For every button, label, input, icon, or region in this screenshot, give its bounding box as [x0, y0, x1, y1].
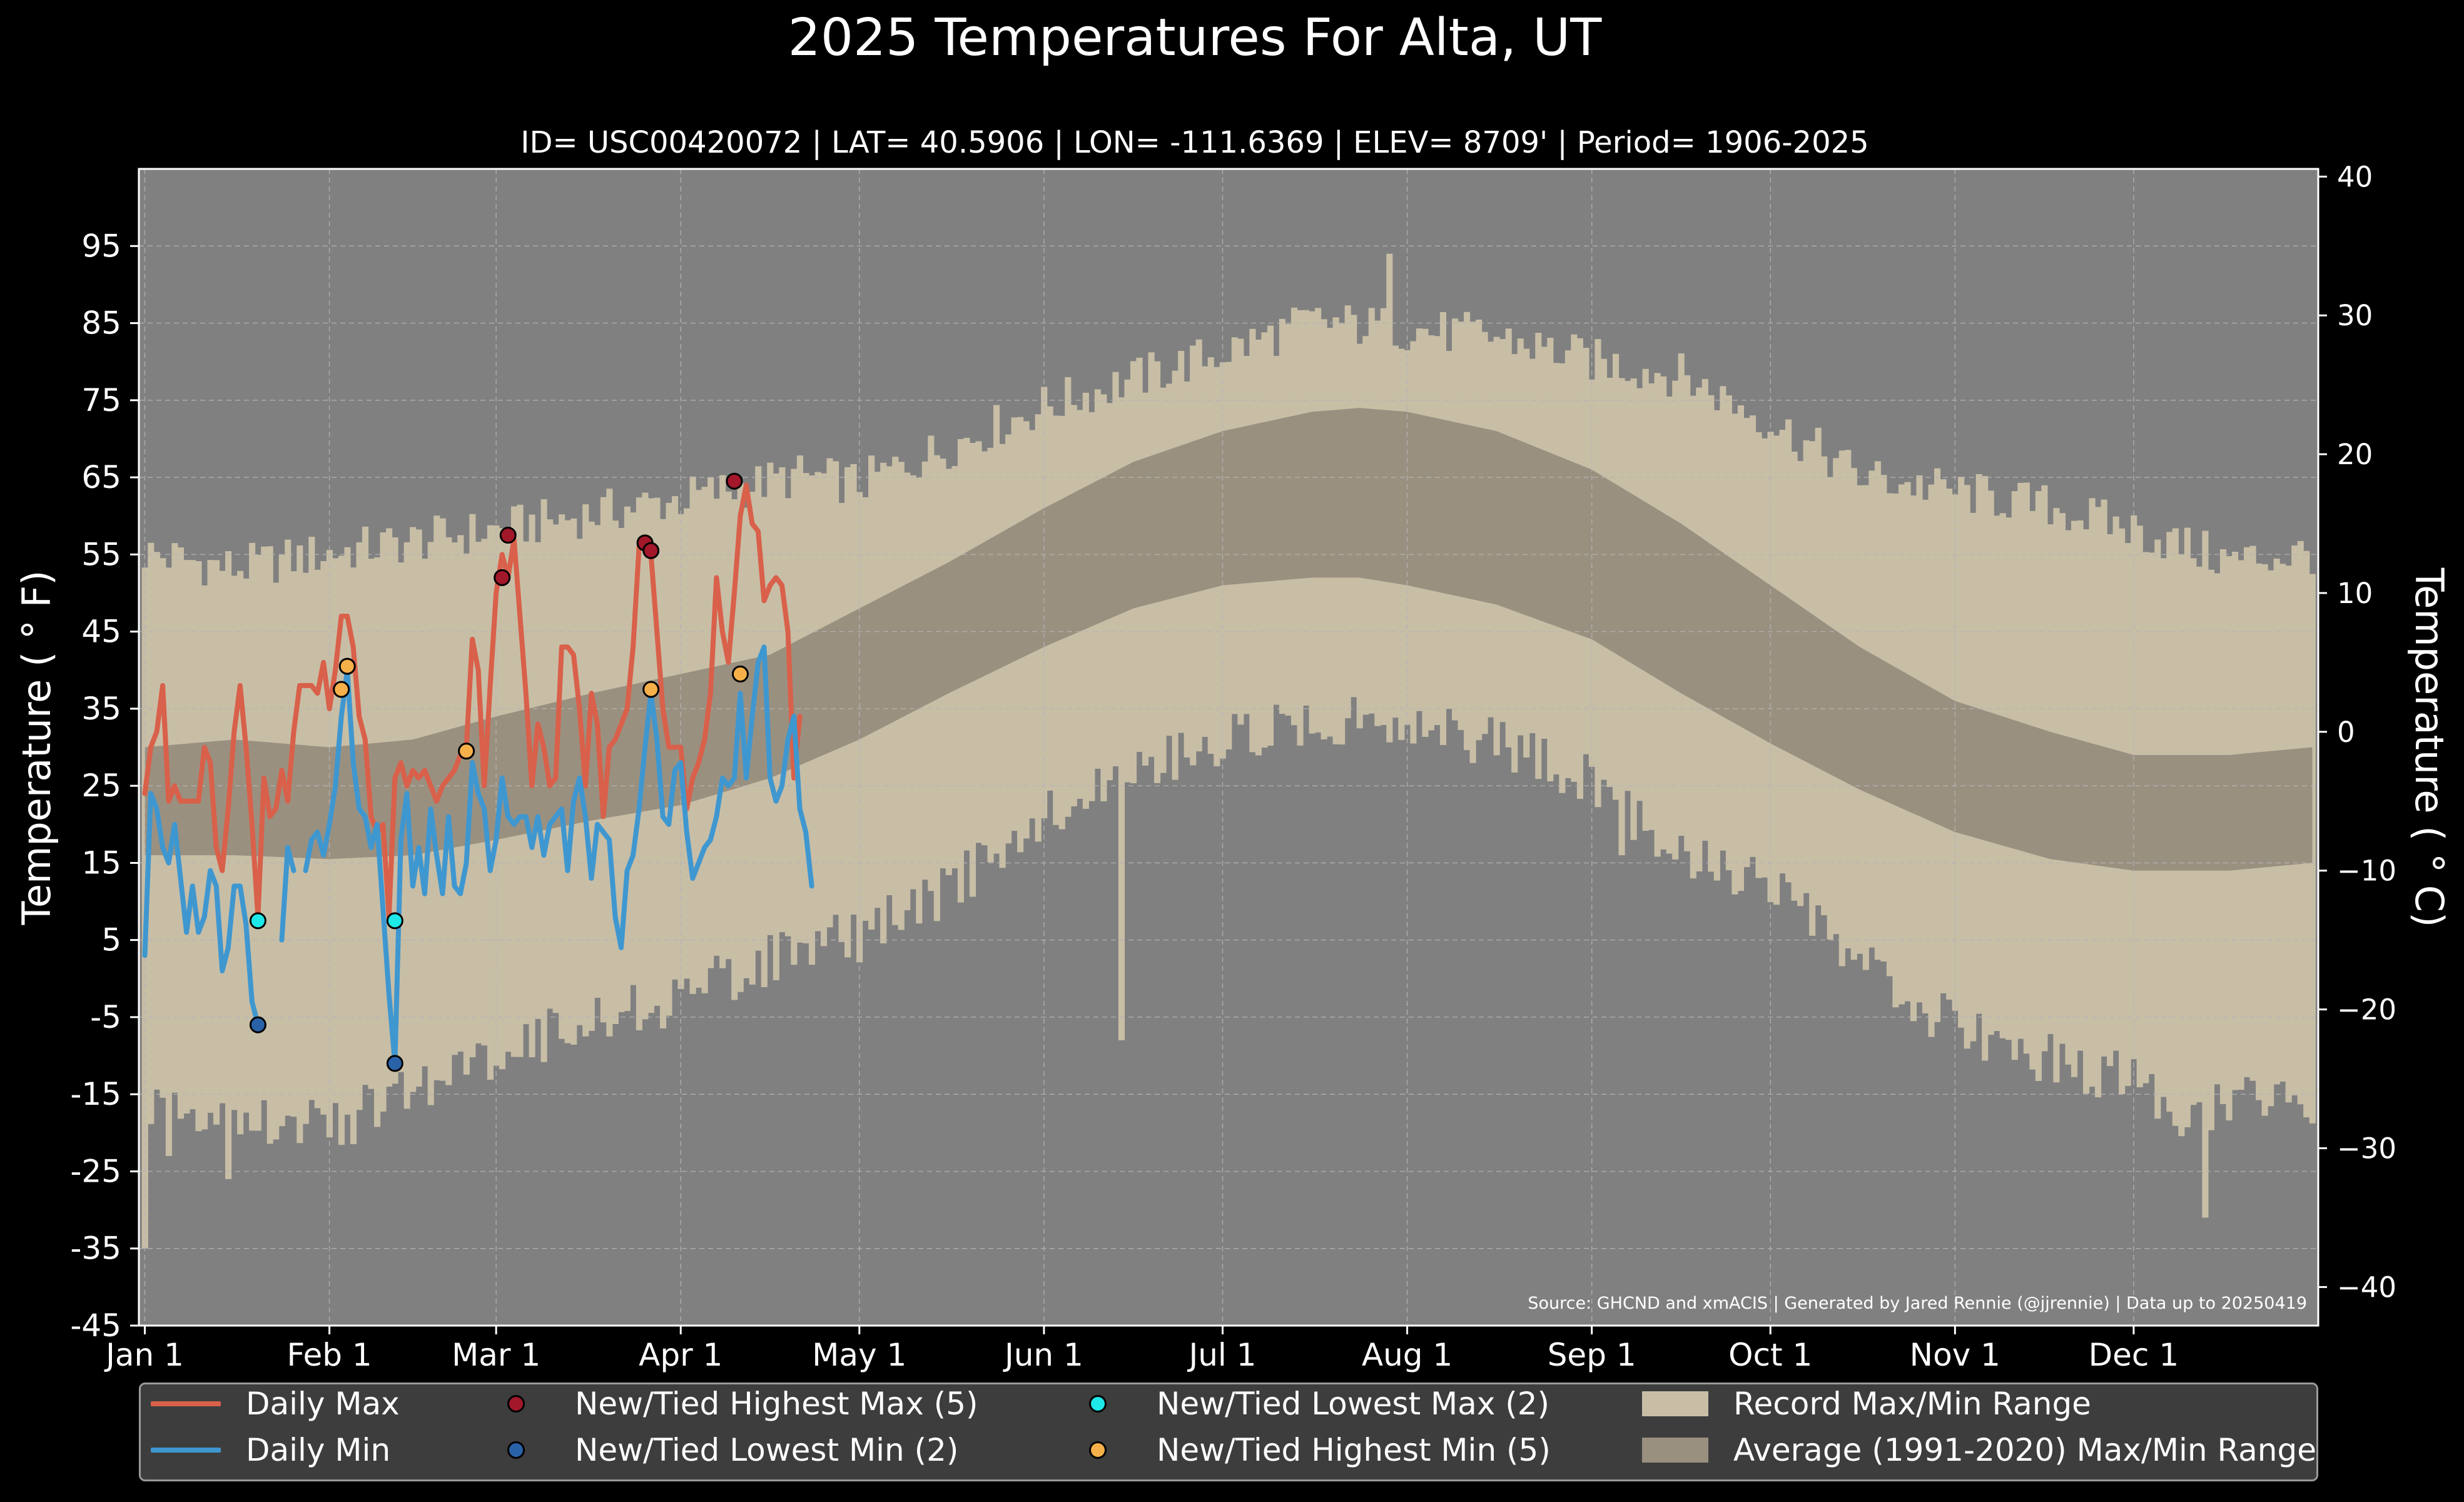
legend-item-new-lowest-max: New/Tied Lowest Max (2) [1059, 1386, 1549, 1422]
legend-label: Record Max/Min Range [1733, 1386, 2091, 1422]
record-marker [333, 681, 350, 698]
source-note: Source: GHCND and xmACIS | Generated by … [1528, 1294, 2307, 1313]
legend-label: Daily Max [246, 1386, 400, 1422]
right-y-axis: −40 −30 −20 −10 0 10 20 30 40 [2318, 160, 2396, 1304]
legend-item-daily-min: Daily Min [151, 1432, 390, 1468]
x-tick-label: Apr 1 [639, 1337, 722, 1373]
record-marker [642, 681, 660, 698]
record-marker [642, 542, 660, 559]
y-tick-label: -25 [70, 1153, 121, 1189]
new-lowest-min-dot-swatch [507, 1441, 525, 1459]
record-marker [458, 743, 475, 760]
legend-item-new-highest-max: New/Tied Highest Max (5) [477, 1386, 978, 1422]
right-tick-label: −40 [2337, 1271, 2396, 1304]
legend-item-new-highest-min: New/Tied Highest Min (5) [1059, 1432, 1551, 1468]
record-marker [386, 912, 403, 930]
record-range-patch-swatch [1642, 1391, 1708, 1416]
daily-min-line [279, 845, 297, 943]
x-tick-label: Jul 1 [1187, 1337, 1256, 1373]
x-tick-label: Oct 1 [1728, 1337, 1812, 1373]
record-marker [338, 657, 356, 675]
y-tick-label: 75 [81, 382, 121, 419]
x-axis: Jan 1 Feb 1 Mar 1 Apr 1 May 1 Jun 1 Jul 1 Aug 1… [104, 1326, 2179, 1373]
y-tick-label: 65 [81, 459, 121, 495]
y-axis-label-left: Temperature ( ° F) [14, 571, 59, 926]
right-tick-label: −10 [2337, 855, 2396, 888]
record-marker [499, 527, 517, 544]
right-tick-label: −20 [2337, 993, 2396, 1027]
daily-max-line [142, 482, 803, 920]
x-tick-label: Nov 1 [1910, 1337, 2000, 1373]
y-tick-label: -35 [70, 1231, 121, 1267]
x-tick-label: Dec 1 [2089, 1337, 2179, 1373]
daily-min-line [303, 644, 814, 1066]
legend-label: New/Tied Highest Min (5) [1157, 1432, 1551, 1468]
chart-title: 2025 Temperatures For Alta, UT [788, 8, 1603, 68]
legend-label: New/Tied Highest Max (5) [575, 1386, 978, 1422]
average-range-area [144, 408, 2313, 871]
record-range-bar [2202, 530, 2209, 1218]
average-range-patch-swatch [1642, 1438, 1708, 1463]
daily-max-line-swatch [151, 1401, 221, 1406]
record-marker [731, 665, 749, 682]
daily-min-line [142, 791, 266, 1028]
y-tick-label: 25 [81, 768, 121, 804]
legend: Daily Max Daily Min New/Tied Highest Max… [139, 1383, 2318, 1481]
record-range-bar [273, 582, 280, 1140]
legend-label: New/Tied Lowest Min (2) [575, 1432, 959, 1468]
record-marker [249, 1016, 266, 1033]
record-marker [494, 569, 511, 586]
y-tick-label: 15 [81, 845, 121, 881]
x-tick-label: Mar 1 [452, 1337, 540, 1373]
right-tick-label: 20 [2337, 438, 2373, 471]
legend-item-average-range: Average (1991-2020) Max/Min Range [1642, 1432, 2316, 1468]
y-tick-label: 5 [101, 922, 121, 958]
legend-item-new-lowest-min: New/Tied Lowest Min (2) [477, 1432, 958, 1468]
chart-subtitle: ID= USC00420072 | LAT= 40.5906 | LON= -1… [520, 125, 1868, 160]
daily-lines [142, 482, 814, 1066]
x-tick-label: Aug 1 [1362, 1337, 1453, 1373]
daily-min-line-swatch [151, 1448, 221, 1453]
right-tick-label: 30 [2337, 299, 2373, 332]
record-marker [249, 912, 266, 930]
x-tick-label: Jan 1 [104, 1337, 184, 1373]
right-tick-label: −30 [2337, 1132, 2396, 1165]
y-tick-label: 95 [81, 228, 121, 264]
record-range-bar [201, 585, 208, 1130]
x-tick-label: May 1 [812, 1337, 906, 1373]
y-tick-label: -15 [70, 1076, 121, 1112]
y-tick-label: 35 [81, 691, 121, 727]
y-tick-label: 85 [81, 305, 121, 342]
plot-frame [138, 168, 2320, 1327]
y-tick-label: -45 [70, 1307, 121, 1344]
record-range-bar [225, 551, 232, 1179]
legend-item-record-range: Record Max/Min Range [1642, 1386, 2091, 1422]
y-tick-label: 55 [81, 536, 121, 572]
y-tick-label: 45 [81, 614, 121, 650]
record-markers [249, 472, 749, 1072]
average-range-band [144, 408, 2313, 871]
legend-item-daily-max: Daily Max [151, 1386, 400, 1422]
right-tick-label: 40 [2337, 160, 2373, 193]
record-range-bar [1118, 397, 1125, 1040]
right-tick-label: 10 [2337, 577, 2373, 610]
x-tick-label: Jun 1 [1003, 1337, 1083, 1373]
new-lowest-max-dot-swatch [1089, 1395, 1107, 1413]
left-y-axis: -45 -35 -25 -15 -5 5 15 25 35 45 55 65 75 85 95 [70, 228, 139, 1344]
legend-label: Average (1991-2020) Max/Min Range [1733, 1432, 2316, 1468]
y-tick-label: -5 [90, 999, 121, 1035]
new-highest-min-dot-swatch [1089, 1441, 1107, 1459]
new-highest-max-dot-swatch [507, 1395, 525, 1413]
legend-label: Daily Min [246, 1432, 391, 1468]
right-tick-label: 0 [2337, 716, 2355, 749]
legend-label: New/Tied Lowest Max (2) [1157, 1386, 1550, 1422]
y-axis-label-right: Temperature ( ° C) [2406, 567, 2452, 928]
x-tick-label: Feb 1 [286, 1337, 372, 1373]
record-marker [726, 472, 743, 490]
record-range-bar [2309, 574, 2316, 1124]
record-marker [386, 1055, 403, 1072]
x-tick-label: Sep 1 [1548, 1337, 1636, 1373]
